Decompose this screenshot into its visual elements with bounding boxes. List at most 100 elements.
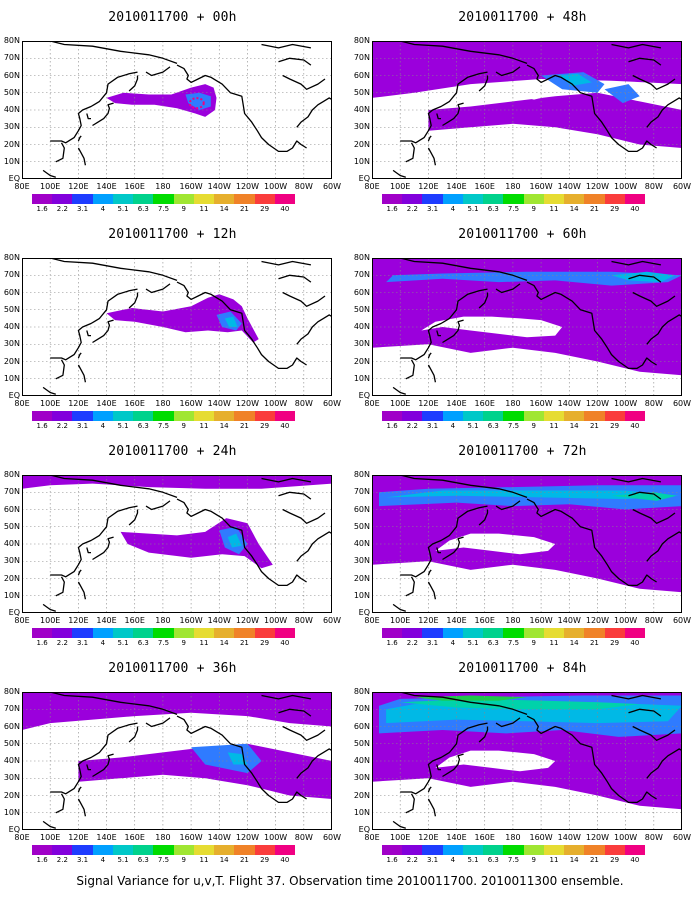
longitude-label: 80E: [364, 616, 380, 625]
longitude-label: 120W: [235, 616, 260, 625]
coastline: [478, 292, 489, 309]
colorbar-label: 2.2: [56, 639, 68, 647]
colorbar-swatch: [442, 194, 463, 204]
coastline: [495, 283, 521, 294]
coastline: [86, 547, 91, 554]
map-frame: 80N 70N 60N 50N 40N 30N 20N 10N EQ 80E 100E 120E 140…: [354, 471, 691, 625]
colorbar-swatch: [462, 845, 484, 855]
coastline: [42, 820, 56, 829]
colorbar-label: 9: [181, 205, 186, 213]
coastline: [405, 359, 415, 380]
colorbar-swatch: [193, 628, 215, 638]
coastline: [176, 498, 307, 587]
longitude-label: 60W: [322, 399, 342, 408]
colorbar-swatch: [462, 411, 484, 421]
colorbar-label: 4: [100, 422, 106, 430]
latitude-label: 30N: [3, 122, 20, 132]
longitude-label: 120E: [418, 833, 439, 842]
colorbar-swatch: [523, 411, 544, 421]
colorbar-label: 2.2: [406, 422, 418, 430]
longitude-label: 160W: [529, 833, 553, 842]
variance-contour-fill: [611, 271, 675, 283]
colorbar-swatch: [462, 194, 484, 204]
colorbar-swatch: [254, 845, 275, 855]
latitude-label: 50N: [3, 738, 20, 748]
latitude-label: 80N: [3, 687, 20, 696]
colorbar-label: 7.5: [507, 205, 520, 213]
colorbar-label: 6.3: [487, 639, 499, 647]
coastline: [128, 509, 139, 526]
colorbar-swatch: [52, 845, 73, 855]
coastline: [611, 694, 662, 700]
map-panel: 2010011700 + 24h 80N 70N 60N 50N 40N 30N 20N 10N…: [0, 434, 345, 654]
colorbar-swatch: [153, 628, 174, 638]
colorbar-swatch: [274, 194, 296, 204]
colorbar-swatch: [72, 628, 93, 638]
longitude-label: 140W: [207, 833, 231, 842]
colorbar-swatch: [274, 845, 296, 855]
colorbar-label: 11: [549, 422, 559, 430]
longitude-label: 60W: [672, 182, 692, 191]
colorbar-swatch: [92, 411, 113, 421]
coastline: [128, 75, 139, 92]
colorbar-swatch: [173, 628, 194, 638]
panel-title: 2010011700 + 72h: [458, 444, 587, 459]
colorbar-label: 6.3: [487, 856, 499, 864]
longitude-label: 180: [505, 182, 521, 191]
coastline: [282, 291, 326, 307]
longitude-label: 140E: [96, 399, 117, 408]
longitude-label: 100E: [40, 833, 61, 842]
max-variance-marker: [188, 97, 205, 110]
colorbar-label: 1.6: [36, 639, 48, 647]
coastline: [145, 283, 171, 294]
latitude-label: 70N: [3, 487, 20, 497]
map-border: [372, 41, 682, 179]
coastline: [526, 281, 657, 370]
coastline: [92, 753, 114, 778]
colorbar-swatch: [214, 411, 235, 421]
variance-contour-fill: [224, 316, 238, 327]
colorbar-swatch: [254, 194, 275, 204]
colorbar-label: 7.5: [507, 422, 520, 430]
colorbar-swatch: [153, 411, 174, 421]
longitude-label: 80E: [14, 616, 30, 625]
colorbar-swatch: [584, 194, 605, 204]
colorbar-swatch: [604, 194, 625, 204]
longitude-label: 100W: [614, 182, 638, 191]
colorbar-label: 6.3: [137, 205, 149, 213]
longitude-label: 100W: [264, 616, 288, 625]
longitude-label: 80W: [644, 399, 663, 408]
coastline: [526, 498, 657, 587]
variance-contour-fill: [604, 84, 640, 104]
longitude-label: 180: [505, 616, 521, 625]
colorbar-swatch: [543, 628, 565, 638]
colorbar-swatch: [32, 194, 53, 204]
coastline: [632, 74, 676, 90]
colorbar-label: 21: [239, 422, 249, 430]
colorbar-swatch: [274, 628, 296, 638]
longitude-label: 140W: [557, 399, 581, 408]
colorbar-swatch: [462, 628, 484, 638]
variance-contour-fill: [435, 533, 556, 555]
longitude-label: 140W: [557, 616, 581, 625]
coastline: [628, 57, 662, 66]
colorbar-label: 6.3: [137, 639, 149, 647]
map-panel: 2010011700 + 72h 80N 70N 60N 50N 40N 30N 20N 10N…: [350, 434, 695, 654]
colorbar-label: 1.6: [386, 205, 398, 213]
longitude-label: 160E: [124, 616, 145, 625]
variance-contour-fill: [227, 752, 248, 765]
coastline: [400, 258, 528, 282]
latitude-label: 20N: [3, 356, 20, 366]
colorbar-swatch: [564, 845, 585, 855]
coastline: [50, 505, 138, 578]
colorbar-swatch: [564, 194, 585, 204]
longitude-label: 120E: [68, 616, 89, 625]
colorbar-swatch: [402, 411, 423, 421]
colorbar-swatch: [92, 194, 113, 204]
latitude-label: 30N: [353, 773, 370, 783]
colorbar-swatch: [483, 628, 504, 638]
longitude-label: 80W: [294, 399, 313, 408]
variance-contour-fill: [435, 750, 556, 772]
colorbar-swatch: [442, 628, 463, 638]
longitude-label: 120E: [68, 399, 89, 408]
